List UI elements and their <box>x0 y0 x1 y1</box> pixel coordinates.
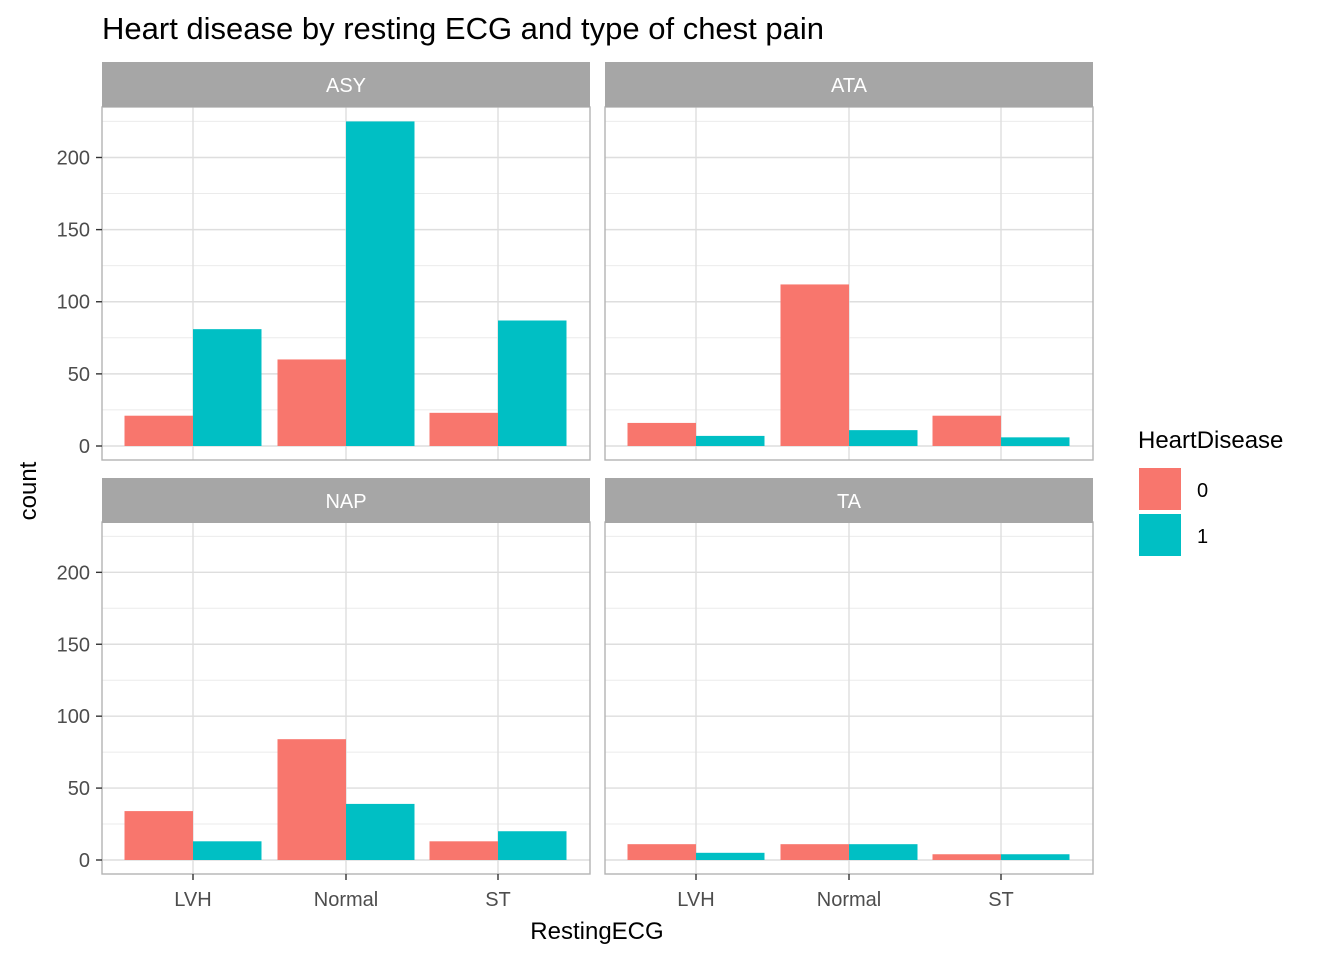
bar-ata-st-0 <box>932 415 1001 446</box>
bar-ta-normal-0 <box>780 844 849 860</box>
legend-title: HeartDisease <box>1138 427 1283 454</box>
bar-nap-lvh-0 <box>124 811 193 860</box>
bar-asy-normal-0 <box>277 359 346 446</box>
facet-strip <box>605 478 1093 523</box>
facet-strip <box>102 478 590 523</box>
y-tick-label: 100 <box>57 706 90 728</box>
bar-asy-st-0 <box>429 412 498 446</box>
bar-nap-lvh-1 <box>193 841 262 860</box>
legend: HeartDisease 0 1 <box>1138 427 1283 556</box>
x-tick-label: Normal <box>314 889 378 911</box>
facet-strip-label: ATA <box>831 75 868 97</box>
y-tick-label: 50 <box>68 364 90 386</box>
y-tick-label: 100 <box>57 292 90 314</box>
legend-key-0 <box>1139 468 1181 510</box>
bar-ata-normal-1 <box>849 430 918 446</box>
chart-title: Heart disease by resting ECG and type of… <box>102 11 824 46</box>
facet-panel-asy: ASY 0 50 100 150 200 <box>57 62 591 461</box>
x-tick-label: Normal <box>817 889 881 911</box>
bar-ata-st-1 <box>1001 437 1070 446</box>
y-axis-title: count <box>15 461 42 520</box>
bar-nap-normal-1 <box>346 803 415 860</box>
y-tick-label: 50 <box>68 778 90 800</box>
y-tick-label: 0 <box>79 850 90 872</box>
bar-ta-normal-1 <box>849 844 918 860</box>
y-tick-label: 150 <box>57 220 90 242</box>
facet-strip-label: NAP <box>325 491 366 513</box>
bar-ata-lvh-1 <box>696 435 765 446</box>
facet-panel-ata: ATA <box>604 62 1094 461</box>
bar-ta-st-1 <box>1001 854 1070 860</box>
x-tick-label: ST <box>988 889 1014 911</box>
facet-panel-nap: NAP 0 50 100 150 200 LVH Normal ST <box>57 478 591 911</box>
facet-strip <box>102 62 590 107</box>
y-tick-label: 150 <box>57 634 90 656</box>
bar-asy-lvh-1 <box>193 329 262 446</box>
legend-label-0: 0 <box>1197 480 1208 502</box>
bar-nap-normal-0 <box>277 739 346 860</box>
bar-ata-normal-0 <box>780 284 849 446</box>
x-tick-label: ST <box>485 889 511 911</box>
bar-nap-st-1 <box>498 831 567 860</box>
facet-strip-label: TA <box>837 491 862 513</box>
bar-asy-lvh-0 <box>124 415 193 446</box>
bar-nap-st-0 <box>429 841 498 860</box>
facet-strip-label: ASY <box>326 75 366 97</box>
x-axis-title: RestingECG <box>530 918 663 945</box>
facet-panel-ta: TA LVH Normal ST <box>604 478 1094 911</box>
bar-asy-normal-1 <box>346 121 415 446</box>
legend-key-1 <box>1139 514 1181 556</box>
bar-asy-st-1 <box>498 320 567 446</box>
y-tick-label: 200 <box>57 147 90 169</box>
x-tick-label: LVH <box>174 889 211 911</box>
bar-ata-lvh-0 <box>627 422 696 446</box>
x-tick-label: LVH <box>677 889 714 911</box>
legend-label-1: 1 <box>1197 526 1208 548</box>
bar-ta-lvh-1 <box>696 852 765 860</box>
facet-panels: ASY 0 50 100 150 200 ATA NAP 0 50 100 150 200 LVH Norm… <box>57 62 1094 911</box>
y-tick-label: 200 <box>57 562 90 584</box>
y-tick-label: 0 <box>79 436 90 458</box>
bar-ta-lvh-0 <box>627 844 696 860</box>
facet-strip <box>605 62 1093 107</box>
bar-ta-st-0 <box>932 854 1001 860</box>
